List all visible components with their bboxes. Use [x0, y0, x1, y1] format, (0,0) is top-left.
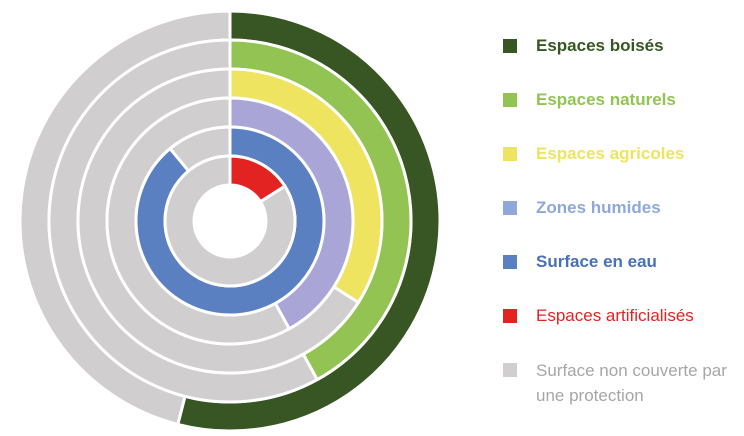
legend-swatch-surface-non-couverte [503, 363, 517, 377]
legend: Espaces boisés Espaces naturels Espaces … [500, 34, 740, 418]
legend-item-espaces-artificialises: Espaces artificialisés [500, 304, 740, 358]
legend-item-surface-en-eau: Surface en eau [500, 250, 740, 304]
donut-center-hole [194, 185, 266, 257]
legend-label-zones-humides: Zones humides [536, 198, 661, 217]
donut-rings [18, 9, 442, 433]
legend-label-espaces-artificialises: Espaces artificialisés [536, 306, 694, 325]
legend-swatch-espaces-naturels [503, 93, 517, 107]
legend-item-espaces-naturels: Espaces naturels [500, 88, 740, 142]
legend-swatch-espaces-artificialises [503, 309, 517, 323]
legend-swatch-espaces-boises [503, 39, 517, 53]
ring-espaces-artificialises-remainder [163, 154, 297, 288]
legend-swatch-zones-humides [503, 201, 517, 215]
legend-label-espaces-agricoles: Espaces agricoles [536, 144, 685, 163]
legend-item-surface-non-couverte: Surface non couverte par une protection [500, 358, 740, 418]
legend-label-espaces-naturels: Espaces naturels [536, 90, 676, 109]
legend-label-espaces-boises: Espaces boisés [536, 36, 664, 55]
legend-label-surface-en-eau: Surface en eau [536, 252, 657, 271]
legend-item-espaces-boises: Espaces boisés [500, 34, 740, 88]
legend-item-espaces-agricoles: Espaces agricoles [500, 142, 740, 196]
legend-item-zones-humides: Zones humides [500, 196, 740, 250]
legend-swatch-espaces-agricoles [503, 147, 517, 161]
nested-donut-chart [18, 9, 442, 433]
legend-swatch-surface-en-eau [503, 255, 517, 269]
legend-label-surface-non-couverte: Surface non couverte par une protection [536, 361, 727, 405]
